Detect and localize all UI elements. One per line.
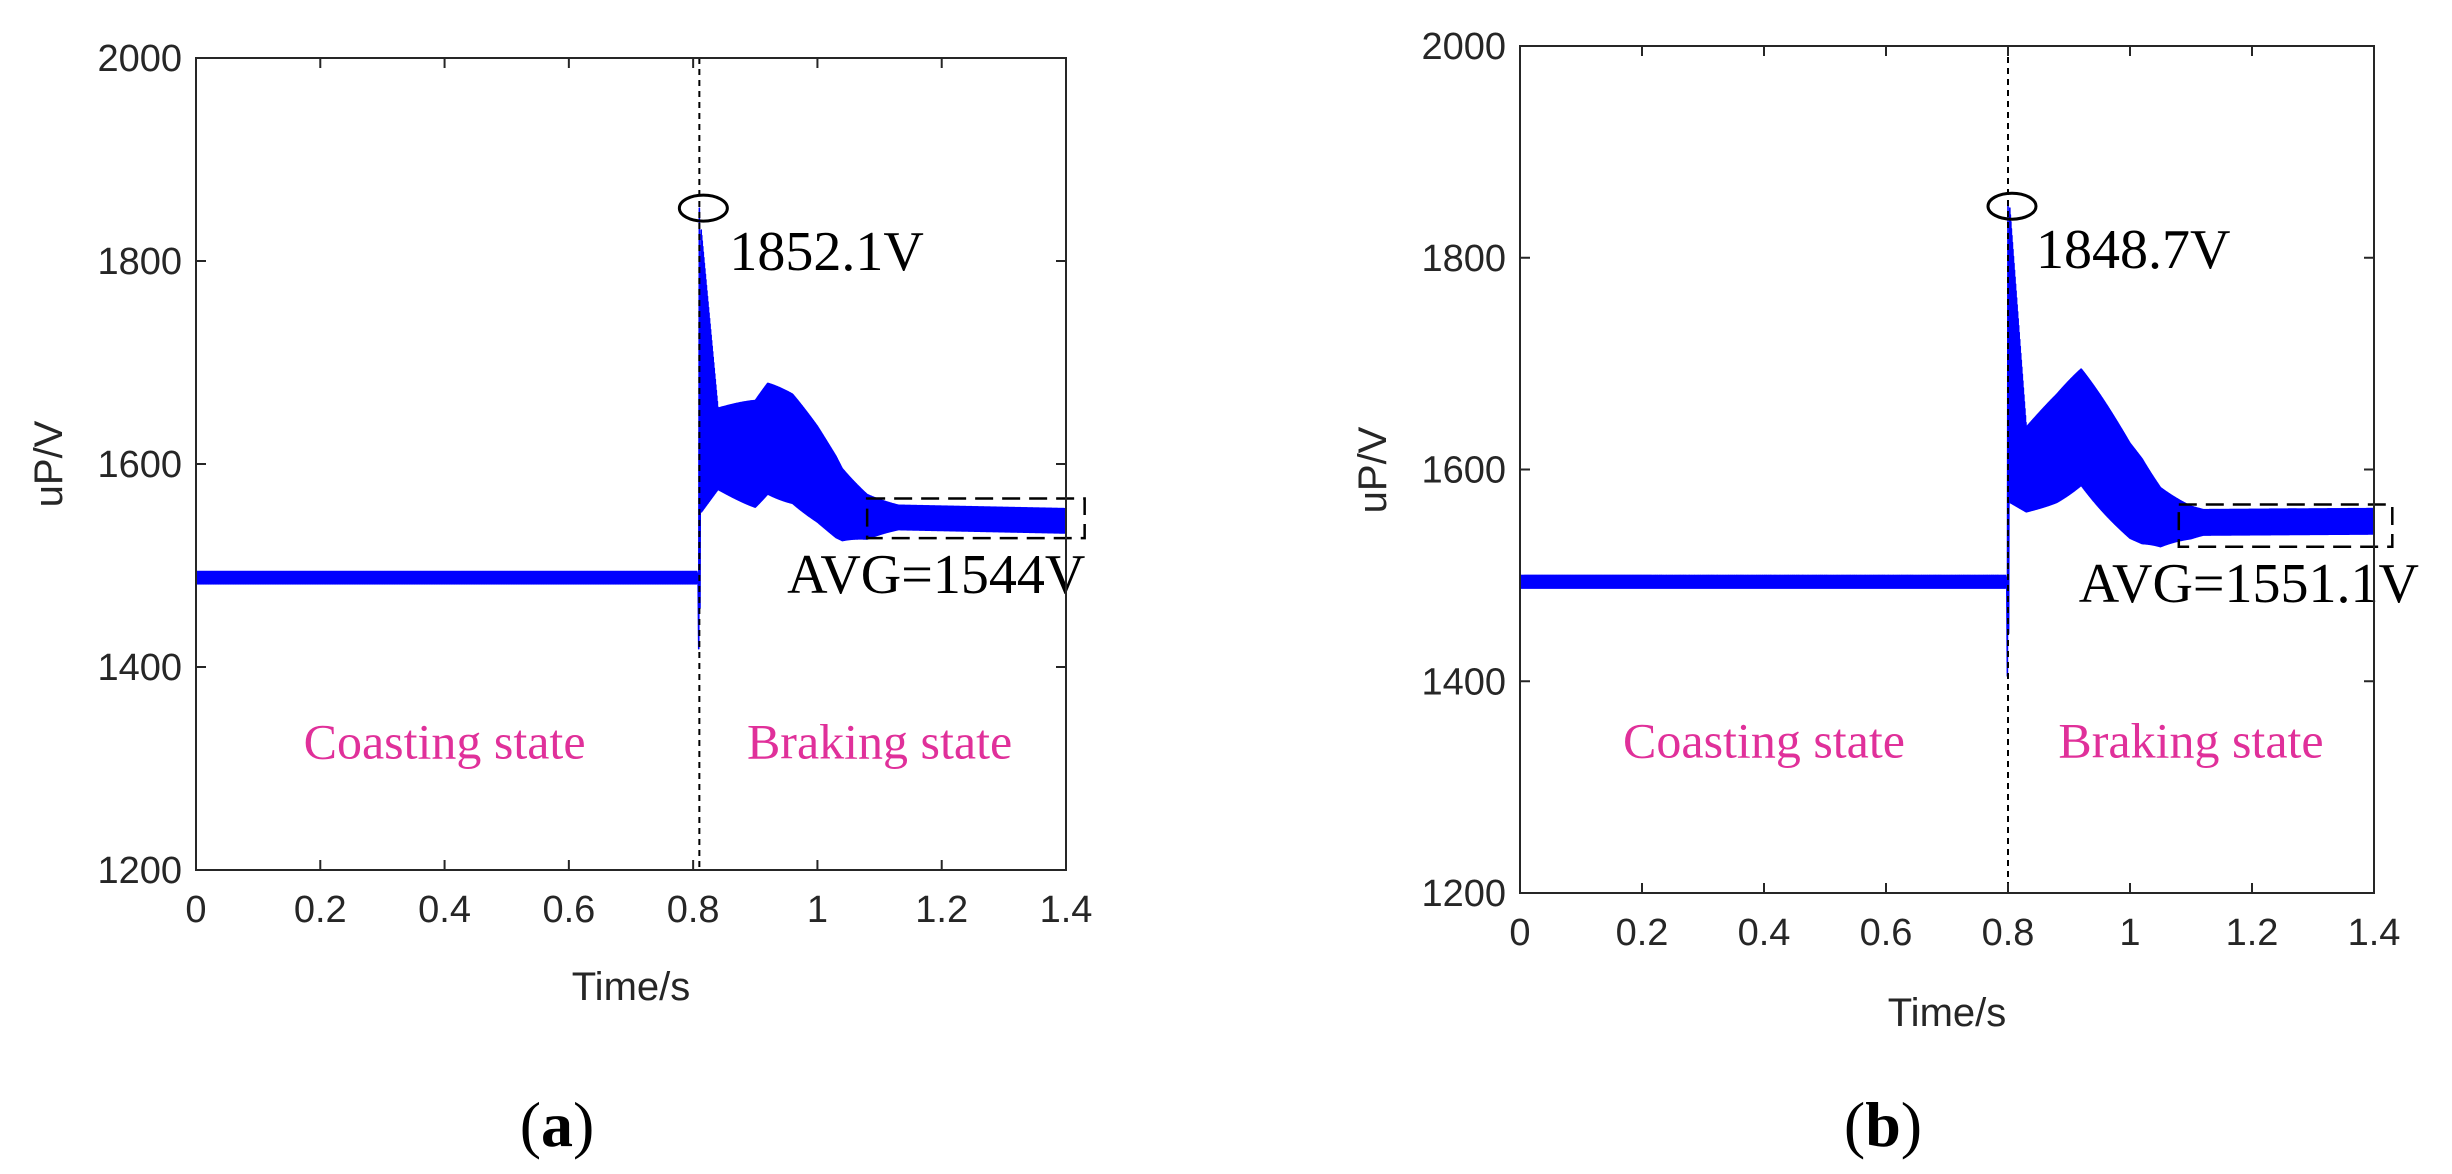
series-layer-b — [1519, 205, 2375, 677]
y-tick-label: 1600 — [1421, 450, 1506, 492]
plot-area-b — [1520, 46, 2374, 893]
y-tick-label: 1800 — [97, 241, 182, 283]
y-tick-label: 1800 — [1421, 238, 1506, 280]
x-tick-label: 0.8 — [1982, 912, 2035, 954]
plot-area-a — [196, 58, 1066, 870]
peak-value-label: 1848.7V — [2036, 219, 2230, 281]
peak-value-label: 1852.1V — [729, 221, 923, 283]
coasting-state-label: Coasting state — [304, 713, 586, 769]
x-tick-label: 0.4 — [1738, 912, 1791, 954]
x-axis-label-a: Time/s — [572, 965, 691, 1009]
coasting-state-label: Coasting state — [1623, 712, 1905, 768]
y-tick-label: 1400 — [97, 647, 182, 689]
chart-panel-a: 1852.1V AVG=1544V Coasting state Braking st… — [27, 38, 1092, 1160]
panel-label-b: (b) — [1844, 1089, 1922, 1160]
chart-panel-b: 1848.7V AVG=1551.1V Coasting state Braking … — [1351, 26, 2419, 1160]
y-axis-label-b: uP/V — [1351, 426, 1395, 513]
x-tick-label: 0.2 — [294, 889, 347, 931]
x-tick-label: 0.2 — [1616, 912, 1669, 954]
series-layer-a — [195, 207, 1067, 650]
annotation-layer-a: 1852.1V AVG=1544V Coasting state Braking st… — [304, 58, 1086, 870]
series-line-uP — [195, 207, 1067, 650]
panel-letter-b: b — [1865, 1089, 1901, 1160]
y-ticks-a: 1200 1400 1600 1800 2000 — [97, 38, 1066, 892]
x-tick-label: 1.4 — [1040, 889, 1093, 931]
y-tick-label: 1200 — [1421, 873, 1506, 915]
panel-letter-a: a — [541, 1089, 573, 1160]
braking-state-label: Braking state — [747, 713, 1012, 769]
avg-dashed-box — [865, 497, 1086, 540]
x-tick-label: 1.2 — [915, 889, 968, 931]
peak-marker-ellipse — [1986, 191, 2038, 221]
x-ticks-b: 0 0.2 0.4 0.6 0.8 1 1.2 1.4 — [1509, 46, 2400, 954]
y-tick-label: 1600 — [97, 444, 182, 486]
y-axis-label-a: uP/V — [27, 420, 71, 507]
x-tick-label: 0.4 — [418, 889, 471, 931]
x-axis-label-b: Time/s — [1888, 991, 2007, 1035]
x-tick-label: 0.6 — [542, 889, 595, 931]
x-tick-label: 0.6 — [1860, 912, 1913, 954]
x-tick-label: 0.8 — [667, 889, 720, 931]
x-ticks-a: 0 0.2 0.4 0.6 0.8 1 1.2 1.4 — [185, 58, 1092, 931]
annotation-layer-b: 1848.7V AVG=1551.1V Coasting state Braking … — [1623, 46, 2419, 893]
y-tick-label: 1400 — [1421, 661, 1506, 703]
x-tick-label: 0 — [185, 889, 206, 931]
x-tick-label: 1.2 — [2226, 912, 2279, 954]
y-tick-label: 2000 — [1421, 26, 1506, 68]
panel-label-a: (a) — [520, 1089, 595, 1160]
x-tick-label: 1 — [2119, 912, 2140, 954]
x-tick-label: 1.4 — [2348, 912, 2401, 954]
y-tick-label: 2000 — [97, 38, 182, 80]
peak-marker-ellipse — [677, 193, 729, 223]
y-ticks-b: 1200 1400 1600 1800 2000 — [1421, 26, 2374, 915]
y-tick-label: 1200 — [97, 850, 182, 892]
avg-value-label: AVG=1551.1V — [2079, 553, 2419, 615]
avg-value-label: AVG=1544V — [787, 544, 1085, 606]
x-tick-label: 0 — [1509, 912, 1530, 954]
series-line-uP — [1519, 205, 2375, 677]
x-tick-label: 1 — [807, 889, 828, 931]
avg-dashed-box — [2177, 503, 2394, 549]
braking-state-label: Braking state — [2058, 712, 2323, 768]
